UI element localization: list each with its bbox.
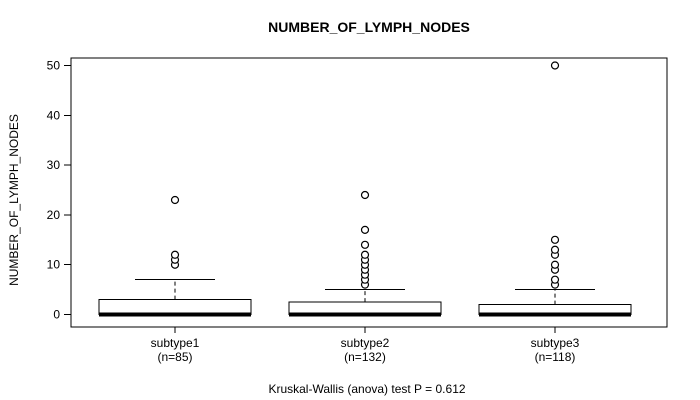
y-tick-label: 30 [47, 158, 61, 172]
x-tick-label-n: (n=85) [157, 350, 192, 364]
x-tick-label-subtype: subtype1 [151, 336, 200, 350]
y-axis-label: NUMBER_OF_LYMPH_NODES [7, 114, 21, 286]
outlier-point [170, 195, 180, 205]
caption-kruskal-wallis-test: Kruskal-Wallis (anova) test P = 0.612 [268, 382, 465, 396]
chart-title: NUMBER_OF_LYMPH_NODES [268, 19, 470, 35]
x-tick-label-subtype: subtype2 [341, 336, 390, 350]
outlier-point [360, 240, 370, 249]
outlier-point [360, 225, 370, 234]
x-tick-label-n: (n=132) [344, 350, 386, 364]
outlier-point [550, 235, 560, 244]
outlier-point [360, 190, 370, 200]
x-tick-label-subtype: subtype3 [531, 336, 580, 350]
y-tick-label: 20 [47, 208, 61, 222]
y-tick-label: 40 [47, 108, 61, 122]
outlier-point [170, 250, 180, 259]
outlier-point [360, 250, 370, 259]
plot-area: 0 10 20 30 40 50 subtype1(n=85) subtype2(n=132)… [47, 57, 668, 364]
y-tick-label: 10 [47, 258, 61, 272]
plot-frame [70, 57, 668, 328]
outlier-point [550, 245, 560, 254]
outlier-point [550, 260, 560, 269]
x-tick-label-n: (n=118) [535, 350, 576, 364]
outlier-point [550, 275, 560, 284]
outlier-point [550, 61, 560, 70]
y-tick-label: 0 [53, 308, 60, 322]
iqr-box [98, 299, 252, 316]
y-tick-label: 50 [47, 58, 61, 72]
